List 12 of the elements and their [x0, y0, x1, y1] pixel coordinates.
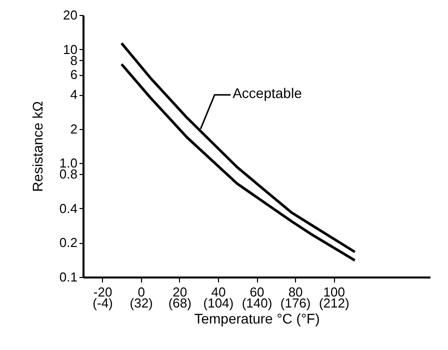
- y-axis-title: Resistance kΩ: [29, 101, 46, 192]
- y-tick-label: 0.2: [59, 235, 78, 250]
- x-axis-title: Temperature °C (°F): [194, 310, 320, 326]
- y-tick-label: 4: [70, 87, 78, 102]
- y-tick-label: 0.4: [59, 200, 78, 216]
- y-tick-label: 10: [63, 42, 78, 57]
- y-tick-label: 0.1: [59, 270, 78, 284]
- annotation: Acceptable: [232, 84, 302, 101]
- y-tick-label: 2: [70, 121, 78, 136]
- y-tick-label: 0.8: [59, 166, 78, 182]
- y-tick-label: 6: [70, 67, 78, 82]
- y-tick-label: 20: [63, 8, 78, 22]
